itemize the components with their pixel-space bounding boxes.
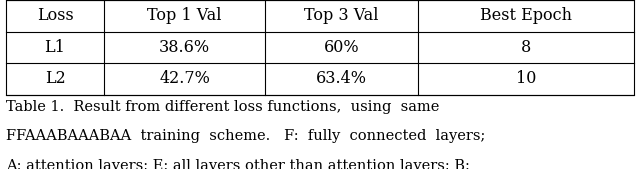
Text: FFAAABAAABAA  training  scheme.   F:  fully  connected  layers;: FFAAABAAABAA training scheme. F: fully c…: [6, 129, 486, 143]
Text: L2: L2: [45, 70, 65, 87]
Text: Loss: Loss: [36, 7, 74, 24]
Text: 8: 8: [520, 39, 531, 56]
Text: 63.4%: 63.4%: [316, 70, 367, 87]
Text: Best Epoch: Best Epoch: [480, 7, 572, 24]
Text: Table 1.  Result from different loss functions,  using  same: Table 1. Result from different loss func…: [6, 100, 440, 114]
Bar: [6, 0, 634, 95]
Text: L1: L1: [45, 39, 65, 56]
Text: Top 1 Val: Top 1 Val: [147, 7, 222, 24]
Text: 42.7%: 42.7%: [159, 70, 210, 87]
Text: Top 3 Val: Top 3 Val: [305, 7, 379, 24]
Text: A: attention layers; E: all layers other than attention layers; B:: A: attention layers; E: all layers other…: [6, 159, 470, 169]
Text: 60%: 60%: [324, 39, 360, 56]
Text: 10: 10: [516, 70, 536, 87]
Text: 38.6%: 38.6%: [159, 39, 210, 56]
